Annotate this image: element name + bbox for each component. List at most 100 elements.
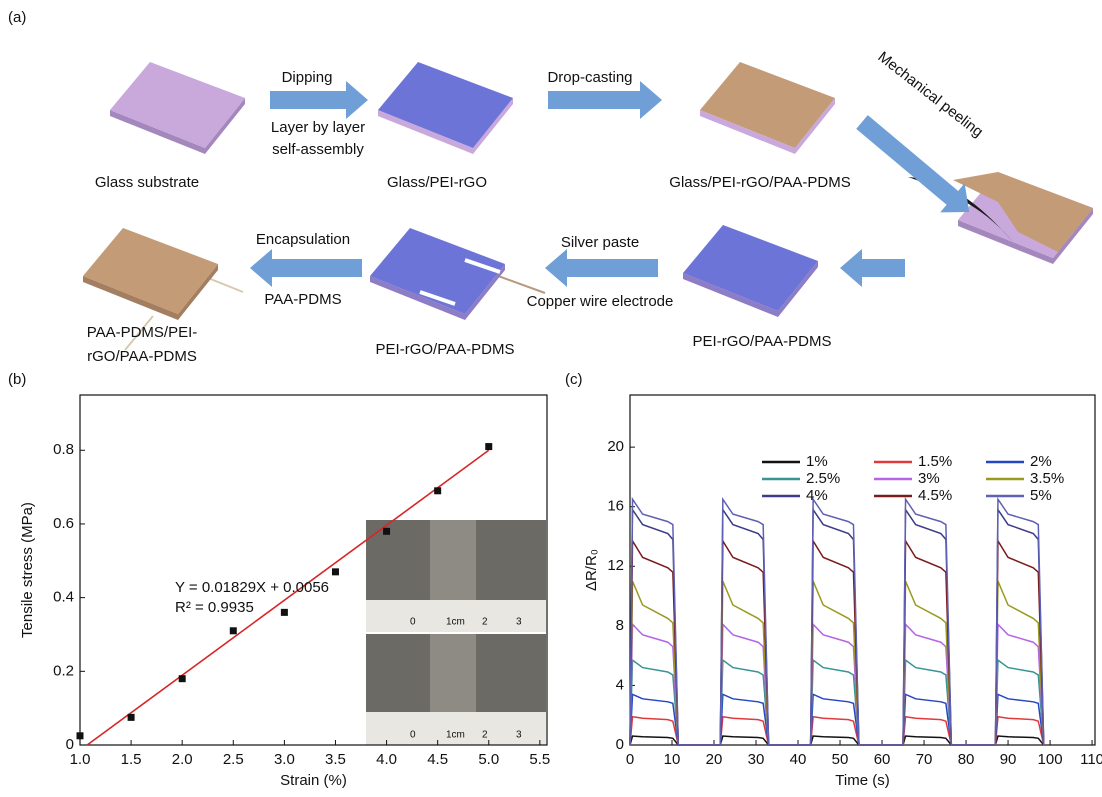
slab <box>378 62 513 154</box>
annotation: R² = 0.9935 <box>175 599 254 616</box>
data-point <box>383 528 390 535</box>
panel-label: (c) <box>565 371 583 388</box>
y-tick-label: 0.4 <box>53 589 74 606</box>
stage-label: Glass/PEI-rGO <box>387 174 487 191</box>
stage-label: Glass substrate <box>95 174 199 191</box>
x-tick-label: 30 <box>748 751 765 768</box>
y-axis-label: ΔR/R₀ <box>583 549 600 591</box>
legend-label: 4.5% <box>918 487 952 504</box>
process-label: Copper wire electrode <box>527 293 674 310</box>
x-tick-label: 110 <box>1080 751 1102 768</box>
series-line <box>630 736 1044 745</box>
stage-label: PEI-rGO/PAA-PDMS <box>376 341 515 358</box>
panel-label: (b) <box>8 371 26 388</box>
series-line <box>630 624 1044 745</box>
x-tick-label: 70 <box>916 751 933 768</box>
y-tick-label: 16 <box>607 498 624 515</box>
y-tick-label: 0 <box>616 736 624 753</box>
legend-label: 2% <box>1030 453 1052 470</box>
x-axis-label: Strain (%) <box>280 772 347 789</box>
y-tick-label: 0 <box>66 736 74 753</box>
x-tick-label: 1.0 <box>70 751 91 768</box>
series-line <box>630 541 1044 745</box>
ruler-label: 2 <box>482 730 488 741</box>
y-tick-label: 12 <box>607 557 624 574</box>
stage-label: Glass/PEI-rGO/PAA-PDMS <box>669 174 850 191</box>
data-point <box>77 732 84 739</box>
x-tick-label: 90 <box>1000 751 1017 768</box>
ruler-label: 3 <box>516 730 522 741</box>
ruler-label: 2 <box>482 617 488 628</box>
series-line <box>630 499 1044 745</box>
x-tick-label: 3.5 <box>325 751 346 768</box>
x-tick-label: 80 <box>958 751 975 768</box>
legend-label: 1% <box>806 453 828 470</box>
series-line <box>630 660 1044 745</box>
x-tick-label: 4.0 <box>376 751 397 768</box>
process-label: self-assembly <box>272 141 364 158</box>
y-tick-label: 0.8 <box>53 441 74 458</box>
process-label: Drop-casting <box>547 69 632 86</box>
panel-label: (a) <box>8 9 26 26</box>
ruler-label: 0 <box>410 730 416 741</box>
legend-label: 2.5% <box>806 470 840 487</box>
process-label: Encapsulation <box>256 231 350 248</box>
process-arrow <box>545 249 658 287</box>
x-tick-label: 5.5 <box>529 751 550 768</box>
process-label: Layer by layer <box>271 119 365 136</box>
series-line <box>630 581 1044 745</box>
process-label: PAA-PDMS <box>264 291 341 308</box>
slab <box>370 228 545 320</box>
x-tick-label: 40 <box>790 751 807 768</box>
x-tick-label: 60 <box>874 751 891 768</box>
x-axis-label: Time (s) <box>835 772 889 789</box>
y-tick-label: 20 <box>607 438 624 455</box>
x-tick-label: 50 <box>832 751 849 768</box>
x-tick-label: 1.5 <box>121 751 142 768</box>
legend-label: 5% <box>1030 487 1052 504</box>
data-point <box>230 627 237 634</box>
process-label: Dipping <box>282 69 333 86</box>
data-point <box>434 487 441 494</box>
x-tick-label: 0 <box>626 751 634 768</box>
figure: (a) (b) (c) Glass <box>0 0 1102 797</box>
ruler-label: 1cm <box>446 730 465 741</box>
data-point <box>332 568 339 575</box>
y-tick-label: 8 <box>616 617 624 634</box>
stage-label: rGO/PAA-PDMS <box>87 348 197 365</box>
x-tick-label: 10 <box>664 751 681 768</box>
stage-label: PEI-rGO/PAA-PDMS <box>693 333 832 350</box>
x-tick-label: 2.0 <box>172 751 193 768</box>
data-point <box>281 609 288 616</box>
legend-label: 3.5% <box>1030 470 1064 487</box>
y-axis-label: Tensile stress (MPa) <box>19 502 36 638</box>
y-tick-label: 4 <box>616 676 624 693</box>
x-tick-label: 4.5 <box>427 751 448 768</box>
x-tick-label: 2.5 <box>223 751 244 768</box>
series-line <box>630 510 1044 745</box>
slab <box>110 62 245 154</box>
ruler-label: 0 <box>410 617 416 628</box>
legend-label: 1.5% <box>918 453 952 470</box>
x-tick-label: 20 <box>706 751 723 768</box>
series-line <box>630 717 1044 745</box>
legend-label: 3% <box>918 470 940 487</box>
ruler-label: 3 <box>516 617 522 628</box>
x-tick-label: 100 <box>1038 751 1063 768</box>
data-point <box>179 675 186 682</box>
ruler-label: 1cm <box>446 617 465 628</box>
slab <box>683 225 818 317</box>
slab <box>700 62 835 154</box>
y-tick-label: 0.2 <box>53 662 74 679</box>
inset-photo: 0 1cm 2 3 0 1cm 2 3 <box>366 520 546 745</box>
process-arrow <box>840 249 905 287</box>
process-arrow <box>250 249 362 287</box>
legend-label: 4% <box>806 487 828 504</box>
process-label: Silver paste <box>561 234 639 251</box>
x-tick-label: 5.0 <box>478 751 499 768</box>
process-arrow <box>548 81 662 119</box>
stage-label: PAA-PDMS/PEI- <box>87 324 198 341</box>
data-point <box>128 714 135 721</box>
process-label: Mechanical peeling <box>874 48 986 140</box>
data-point <box>485 443 492 450</box>
